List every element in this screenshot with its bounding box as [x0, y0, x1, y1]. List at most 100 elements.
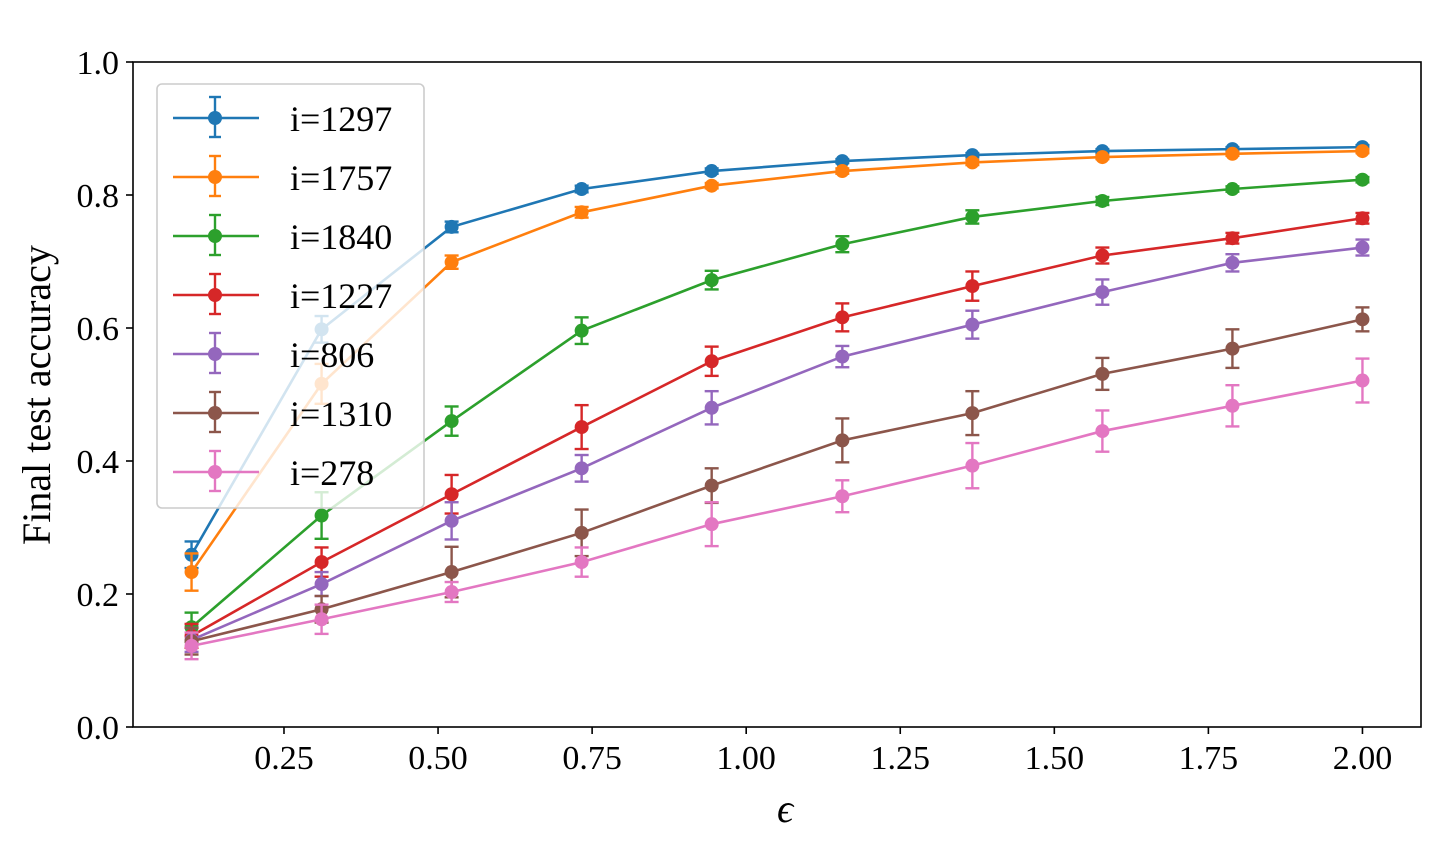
data-point [965, 458, 980, 473]
legend-label: i=1840 [290, 217, 392, 257]
series-i-278 [184, 357, 1370, 661]
legend-marker [208, 111, 222, 125]
data-point [1355, 312, 1370, 327]
data-point [314, 508, 329, 523]
data-point [835, 310, 850, 325]
data-point [835, 164, 850, 179]
data-point [1225, 231, 1240, 246]
data-point [1095, 285, 1110, 300]
data-point [1225, 255, 1240, 270]
data-point [704, 354, 719, 369]
data-point [1095, 366, 1110, 381]
data-point [574, 525, 589, 540]
y-tick-label: 0.6 [77, 311, 120, 348]
legend-label: i=1297 [290, 99, 392, 139]
legend-label: i=1227 [290, 276, 392, 316]
data-point [1355, 172, 1370, 187]
legend-item: i=1310 [173, 390, 392, 434]
series-line [191, 318, 1363, 643]
legend-item: i=1297 [173, 95, 392, 139]
x-tick-label: 0.75 [562, 740, 622, 777]
legend-item: i=806 [173, 331, 374, 375]
axes-frame [132, 61, 1422, 728]
series-line [191, 379, 1363, 648]
x-tick-label: 1.50 [1025, 740, 1085, 777]
data-point [444, 565, 459, 580]
data-point [1225, 398, 1240, 413]
series-line [190, 216, 1363, 638]
data-point [1225, 146, 1240, 161]
data-point [965, 406, 980, 421]
legend-item: i=1840 [173, 213, 392, 257]
legend-marker [208, 229, 222, 243]
legend-box [156, 83, 425, 509]
data-point [574, 461, 589, 476]
data-point [314, 577, 329, 592]
data-point [184, 638, 199, 653]
data-point [1355, 373, 1370, 388]
data-point [1095, 248, 1110, 263]
x-tick-label: 0.25 [254, 740, 314, 777]
data-point [965, 317, 980, 332]
series-line [191, 246, 1363, 642]
data-point [444, 255, 459, 270]
x-tick-label: 0.50 [408, 740, 468, 777]
y-tick-label: 0.4 [77, 444, 120, 481]
legend-item: i=1757 [173, 154, 392, 198]
data-point [835, 154, 850, 169]
data-point [184, 565, 199, 580]
data-point [704, 178, 719, 193]
y-axis-ticks: 0.0 0.2 0.4 0.6 0.8 1.0 [77, 45, 133, 747]
y-tick-label: 0.2 [77, 577, 120, 614]
y-tick-label: 0.8 [77, 178, 120, 215]
series-i-1227 [184, 211, 1370, 650]
data-point [444, 487, 459, 502]
data-point [574, 420, 589, 435]
legend-label: i=806 [290, 335, 374, 375]
data-point [965, 279, 980, 294]
data-point [1355, 144, 1370, 159]
legend-marker [208, 406, 222, 420]
data-point [444, 219, 459, 234]
legend: i=1297 i=1757 i=1840 i=1227 i=806 i=1310 i=278 [156, 83, 425, 509]
legend-marker [208, 170, 222, 184]
data-point [444, 513, 459, 528]
data-point [444, 585, 459, 600]
data-point [574, 555, 589, 570]
data-point [835, 433, 850, 448]
data-point [965, 209, 980, 224]
y-tick-label: 0.0 [77, 710, 120, 747]
data-point [1355, 211, 1370, 226]
data-point [965, 155, 980, 170]
x-tick-label: 1.00 [716, 740, 776, 777]
data-point [574, 205, 589, 220]
legend-label: i=278 [290, 453, 374, 493]
data-point [1225, 182, 1240, 197]
data-point [704, 517, 719, 532]
data-point [835, 237, 850, 252]
data-point [444, 414, 459, 429]
data-point [1095, 424, 1110, 439]
data-point [314, 555, 329, 570]
x-tick-label: 1.25 [871, 740, 931, 777]
data-point [1225, 341, 1240, 356]
data-point [574, 323, 589, 338]
x-tick-label: 1.75 [1179, 740, 1239, 777]
data-point [574, 182, 589, 197]
data-point [835, 489, 850, 504]
data-point [1095, 193, 1110, 208]
data-point [314, 612, 329, 627]
legend-item: i=1227 [173, 272, 392, 316]
data-point [1095, 150, 1110, 165]
y-axis-label: Final test accuracy [14, 245, 59, 545]
x-axis-ticks: 0.25 0.50 0.75 1.00 1.25 1.50 1.75 2.00 [254, 727, 1392, 777]
data-point [704, 164, 719, 179]
legend-label: i=1757 [290, 158, 392, 198]
y-tick-label: 1.0 [77, 45, 120, 82]
series-i-806 [184, 238, 1370, 654]
data-point [704, 273, 719, 288]
data-point [835, 349, 850, 364]
data-point [1355, 240, 1370, 255]
legend-marker [208, 347, 222, 361]
